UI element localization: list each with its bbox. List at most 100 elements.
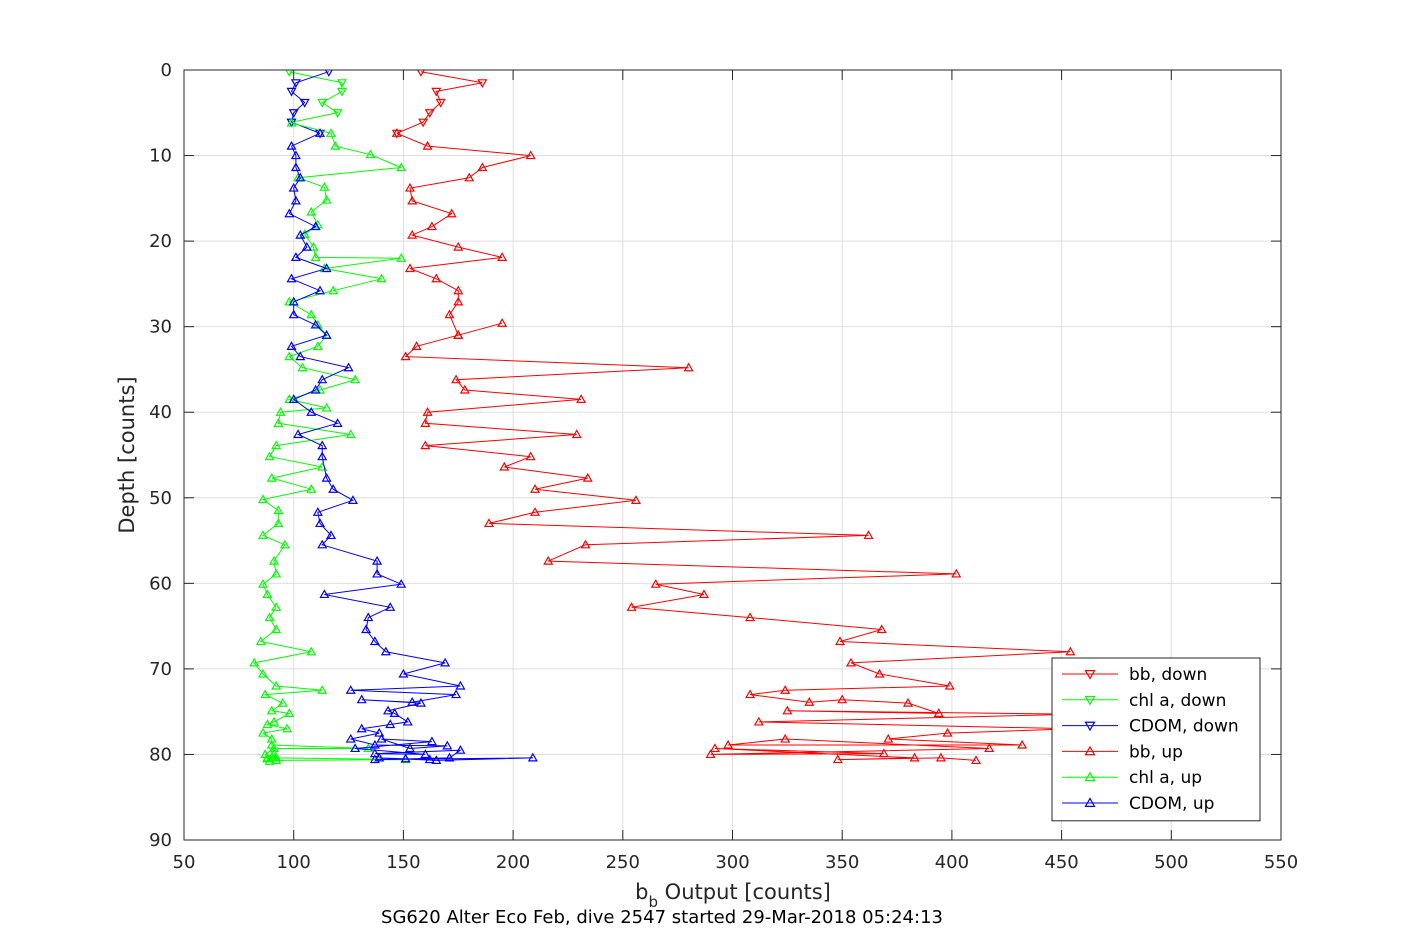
- data-point: [268, 716, 279, 726]
- data-point: [723, 739, 734, 749]
- data-point: [282, 723, 293, 733]
- data-point: [416, 70, 425, 77]
- data-point: [626, 602, 637, 611]
- data-point: [345, 429, 356, 439]
- data-point: [347, 495, 358, 504]
- data-point: [356, 694, 367, 704]
- y-tick-label: 10: [149, 146, 172, 167]
- data-point: [389, 708, 400, 717]
- data-point: [268, 555, 279, 565]
- data-point: [396, 578, 407, 588]
- data-point: [832, 754, 843, 764]
- y-tick-label: 0: [161, 60, 172, 81]
- data-point: [290, 79, 301, 89]
- data-point: [402, 716, 413, 726]
- data-point: [271, 440, 282, 450]
- data-point: [310, 384, 321, 394]
- data-point: [288, 394, 299, 403]
- data-point: [780, 685, 791, 694]
- data-point: [317, 98, 328, 108]
- data-point: [288, 182, 299, 192]
- data-point: [391, 128, 402, 137]
- data-point: [363, 612, 374, 622]
- data-point: [453, 296, 464, 306]
- x-tick-label: 200: [496, 852, 530, 873]
- data-point: [422, 140, 433, 150]
- data-point: [431, 755, 442, 765]
- data-point: [321, 402, 332, 412]
- x-tick-label: 100: [277, 852, 311, 873]
- data-point: [582, 472, 593, 482]
- data-point: [350, 374, 361, 384]
- y-axis-label: Depth [counts]: [115, 376, 139, 533]
- series-line: [290, 71, 329, 134]
- data-point: [249, 657, 260, 667]
- data-point: [328, 484, 339, 493]
- data-point: [369, 739, 380, 749]
- data-point: [863, 530, 874, 540]
- data-point: [878, 748, 889, 758]
- x-tick-label: 400: [935, 852, 969, 873]
- data-point: [264, 612, 275, 622]
- legend-marker: [1084, 745, 1096, 756]
- legend-item: chl a, up: [1062, 768, 1202, 788]
- data-point: [314, 285, 326, 295]
- x-tick-label: 150: [386, 852, 420, 873]
- data-point: [284, 351, 295, 361]
- legend-item: CDOM, down: [1062, 717, 1239, 737]
- data-point: [420, 749, 431, 759]
- data-point: [273, 518, 284, 528]
- data-point: [418, 118, 429, 128]
- data-point: [1017, 739, 1028, 749]
- data-point: [374, 752, 385, 762]
- data-point: [874, 668, 885, 678]
- data-point: [312, 341, 323, 350]
- legend-marker: [1084, 670, 1096, 680]
- data-point: [372, 555, 383, 565]
- legend-marker: [1084, 695, 1096, 706]
- data-point: [345, 685, 356, 694]
- data-point: [984, 743, 995, 753]
- data-point: [451, 374, 462, 384]
- data-point: [935, 752, 946, 762]
- data-point: [426, 221, 437, 231]
- data-point: [319, 182, 330, 191]
- data-point: [396, 162, 407, 172]
- data-point: [709, 743, 720, 753]
- series-line: [396, 132, 1078, 761]
- ticks: 50 100 150 200 250 300 350 400 450 500 550 0 10 20 30 4…: [149, 60, 1298, 873]
- data-point: [396, 253, 407, 262]
- data-point: [271, 624, 282, 634]
- data-point: [455, 744, 466, 754]
- data-point: [314, 518, 326, 528]
- data-point: [321, 472, 332, 482]
- data-point: [499, 461, 510, 471]
- data-point: [580, 539, 591, 549]
- data-point: [306, 407, 317, 416]
- y-tick-label: 70: [149, 659, 172, 680]
- data-point: [876, 624, 887, 634]
- x-tick-label: 50: [173, 852, 196, 873]
- data-point: [435, 98, 446, 108]
- legend-label: bb, down: [1129, 665, 1207, 685]
- data-point: [277, 697, 288, 707]
- data-point: [369, 636, 380, 646]
- x-axis-label: bb Output [counts]: [635, 880, 831, 911]
- data-point: [257, 668, 269, 678]
- data-point: [286, 87, 297, 97]
- data-point: [266, 472, 277, 482]
- data-point: [530, 484, 541, 493]
- data-point: [299, 98, 310, 108]
- data-point: [319, 589, 330, 599]
- data-point: [426, 736, 437, 746]
- data-point: [753, 716, 764, 726]
- data-point: [308, 241, 319, 251]
- legend: bb, down chl a, down CDOM, down bb, up chl a…: [1051, 657, 1261, 822]
- data-point: [698, 589, 710, 599]
- data-point: [324, 70, 333, 77]
- data-point: [286, 273, 297, 283]
- data-point: [404, 182, 416, 192]
- data-point: [446, 208, 457, 218]
- data-point: [257, 578, 269, 588]
- data-point: [376, 273, 387, 283]
